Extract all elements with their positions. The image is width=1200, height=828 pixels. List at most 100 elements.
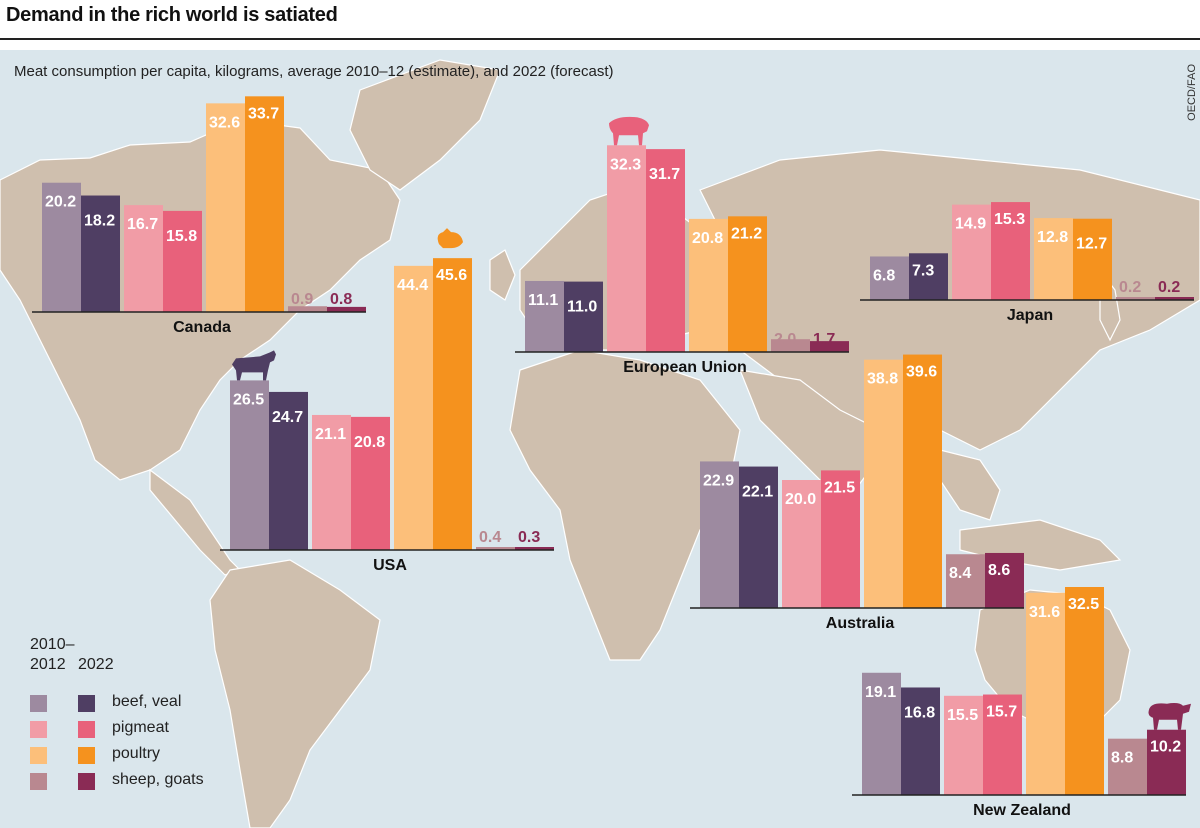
bar-japan-poultry-2010-12 (1034, 218, 1073, 300)
legend-swatch-poultry-2010 (30, 747, 47, 764)
value-label-usa-beef-2010-12: 26.5 (233, 391, 264, 408)
bar-european-union-sheep-2022 (810, 341, 849, 352)
bar-canada-poultry-2010-12 (206, 103, 245, 312)
bar-canada-beef-2022 (81, 195, 120, 312)
bar-usa-beef-2010-12 (230, 380, 269, 550)
legend-swatch-sheep-2022 (78, 773, 95, 790)
value-label-canada-poultry-2022: 33.7 (248, 105, 279, 122)
chart-title: Demand in the rich world is satiated (6, 4, 338, 26)
bar-new-zealand-sheep-2022 (1147, 729, 1186, 795)
value-label-japan-sheep-2010-12: 0.2 (1119, 279, 1141, 296)
bar-usa-sheep-2022 (515, 547, 554, 550)
value-label-european-union-sheep-2010-12: 2.0 (774, 331, 796, 348)
country-label-canada: Canada (173, 319, 231, 336)
bar-new-zealand-poultry-2010-12 (1026, 592, 1065, 795)
bar-japan-sheep-2022 (1155, 297, 1194, 300)
bar-australia-sheep-2010-12 (946, 554, 985, 608)
bar-usa-poultry-2022 (433, 258, 472, 550)
land-uk (489, 249, 516, 301)
value-label-canada-pigmeat-2010-12: 16.7 (127, 216, 158, 233)
bar-new-zealand-sheep-2010-12 (1108, 738, 1147, 795)
value-label-usa-poultry-2010-12: 44.4 (397, 277, 428, 294)
bar-australia-poultry-2010-12 (864, 359, 903, 608)
value-label-canada-beef-2022: 18.2 (84, 213, 115, 230)
value-label-japan-poultry-2010-12: 12.8 (1037, 229, 1068, 246)
bar-australia-beef-2022 (739, 466, 778, 608)
bar-new-zealand-beef-2022 (901, 687, 940, 795)
country-group-usa: 26.5 24.7 21.1 20.8 44.4 45.6 0.4 0.3 USA (220, 258, 554, 574)
bar-usa-sheep-2010-12 (476, 547, 515, 550)
value-label-canada-beef-2010-12: 20.2 (45, 194, 76, 211)
value-label-usa-poultry-2022: 45.6 (436, 267, 467, 284)
bar-australia-pigmeat-2010-12 (782, 480, 821, 608)
value-label-australia-sheep-2022: 8.6 (988, 562, 1010, 579)
country-group-european-union: 11.1 11.0 32.3 31.7 20.8 21.2 2.0 1.7 European U… (515, 145, 849, 376)
value-label-canada-sheep-2022: 0.8 (330, 291, 352, 308)
bar-usa-pigmeat-2010-12 (312, 414, 351, 550)
cow-icon (232, 350, 276, 381)
bar-australia-beef-2010-12 (700, 461, 739, 608)
value-label-australia-sheep-2010-12: 8.4 (949, 565, 971, 582)
value-label-australia-pigmeat-2010-12: 20.0 (785, 491, 816, 508)
legend-swatch-beef-2022 (78, 695, 95, 712)
bar-new-zealand-poultry-2022 (1065, 587, 1104, 795)
legend-label-sheep: sheep, goats (112, 771, 204, 788)
bar-new-zealand-beef-2010-12 (862, 672, 901, 795)
value-label-new-zealand-poultry-2022: 32.5 (1068, 596, 1099, 613)
bar-european-union-pigmeat-2022 (646, 149, 685, 352)
legend-period-1-line2: 2012 (30, 656, 66, 673)
legend-swatch-pigmeat-2010 (30, 721, 47, 738)
bar-australia-sheep-2022 (985, 552, 1024, 608)
legend-swatch-beef-2010 (30, 695, 47, 712)
land-southeast-asia (939, 449, 1001, 521)
bar-european-union-poultry-2010-12 (689, 218, 728, 352)
value-label-canada-pigmeat-2022: 15.8 (166, 228, 197, 245)
bar-canada-pigmeat-2010-12 (124, 205, 163, 312)
value-label-european-union-beef-2022: 11.0 (567, 299, 597, 316)
value-label-new-zealand-beef-2010-12: 19.1 (865, 684, 896, 701)
value-label-new-zealand-sheep-2010-12: 8.8 (1111, 750, 1133, 767)
bar-japan-beef-2022 (909, 253, 948, 300)
value-label-canada-poultry-2010-12: 32.6 (209, 114, 240, 131)
value-label-usa-pigmeat-2010-12: 21.1 (315, 426, 346, 443)
chicken-icon (437, 228, 463, 249)
value-label-new-zealand-beef-2022: 16.8 (904, 704, 935, 721)
animal-icons (232, 116, 1191, 730)
bar-european-union-sheep-2010-12 (771, 339, 810, 352)
value-label-new-zealand-poultry-2010-12: 31.6 (1029, 604, 1060, 621)
value-label-european-union-beef-2010-12: 11.1 (528, 292, 558, 309)
value-label-australia-pigmeat-2022: 21.5 (824, 479, 855, 496)
bar-new-zealand-pigmeat-2010-12 (944, 695, 983, 795)
bar-japan-pigmeat-2022 (991, 202, 1030, 300)
bar-groups: 20.218.2 16.715.832.633.70.9 0.8Canada26.5… (32, 96, 1194, 819)
value-label-new-zealand-sheep-2022: 10.2 (1150, 739, 1181, 756)
bar-european-union-beef-2010-12 (525, 280, 564, 352)
value-label-new-zealand-pigmeat-2010-12: 15.5 (947, 707, 978, 724)
value-label-japan-beef-2022: 7.3 (912, 262, 934, 279)
value-label-european-union-pigmeat-2010-12: 32.3 (610, 156, 641, 173)
value-label-usa-sheep-2010-12: 0.4 (479, 529, 501, 546)
map-panel: 20.2 18.2 16.7 15.8 32.6 33.7 0.9 0.8 Canada 26.5… (0, 50, 1200, 828)
value-label-japan-sheep-2022: 0.2 (1158, 279, 1180, 296)
legend-swatch-poultry-2022 (78, 747, 95, 764)
bar-japan-sheep-2010-12 (1116, 297, 1155, 300)
country-label-new-zealand: New Zealand (973, 802, 1071, 819)
bar-usa-pigmeat-2022 (351, 416, 390, 550)
bar-canada-poultry-2022 (245, 96, 284, 312)
legend-label-poultry: poultry (112, 745, 161, 762)
bar-australia-poultry-2022 (903, 354, 942, 608)
bar-usa-beef-2022 (269, 391, 308, 550)
land-central-america (149, 468, 242, 576)
value-label-australia-beef-2010-12: 22.9 (703, 472, 734, 489)
title-rule (0, 38, 1200, 40)
value-label-japan-poultry-2022: 12.7 (1076, 236, 1107, 253)
value-label-european-union-poultry-2010-12: 20.8 (692, 230, 723, 247)
bar-new-zealand-pigmeat-2022 (983, 694, 1022, 795)
world-map: 20.218.2 16.715.832.633.70.9 0.8Canada26.5… (0, 59, 1200, 828)
value-label-european-union-sheep-2022: 1.7 (813, 331, 835, 348)
bar-european-union-pigmeat-2010-12 (607, 145, 646, 352)
value-label-new-zealand-pigmeat-2022: 15.7 (986, 704, 1017, 721)
legend-label-pigmeat: pigmeat (112, 719, 169, 736)
sheep-icon (1148, 703, 1191, 730)
country-label-australia: Australia (826, 615, 895, 632)
